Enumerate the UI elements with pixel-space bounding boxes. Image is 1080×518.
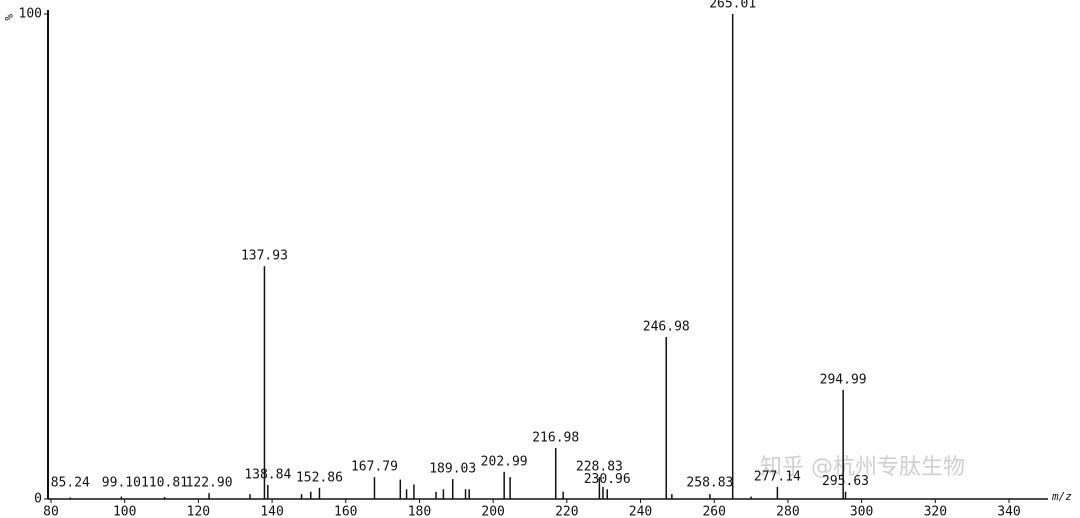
x-tick-label: 280: [776, 505, 799, 518]
peak-label: 138.84: [244, 467, 291, 482]
peak-label: 230.96: [584, 472, 631, 487]
x-axis-label: m/z: [1051, 490, 1072, 503]
peak-label: 152.86: [296, 470, 343, 485]
peak-label: 110.81: [141, 476, 188, 491]
x-tick-label: 340: [997, 505, 1020, 518]
peak-label: 85.24: [51, 476, 90, 491]
x-tick-label: 120: [187, 505, 210, 518]
x-tick-label: 100: [113, 505, 136, 518]
watermark: 知乎 @杭州专肽生物: [760, 455, 965, 480]
x-tick-label: 220: [555, 505, 578, 518]
x-tick-label: 180: [408, 505, 431, 518]
x-tick-label: 260: [702, 505, 725, 518]
peak-label: 277.14: [754, 469, 801, 484]
x-tick-label: 140: [260, 505, 283, 518]
peak-label: 246.98: [643, 320, 690, 335]
x-tick-label: 160: [334, 505, 357, 518]
x-tick-label: 300: [850, 505, 873, 518]
peak-label: 202.99: [481, 454, 528, 469]
peak-label: 228.83: [576, 460, 623, 475]
x-tick-label: 80: [43, 505, 59, 518]
x-tick-label: 240: [629, 505, 652, 518]
peak-label: 122.90: [186, 476, 233, 491]
peak-label: 294.99: [820, 372, 867, 387]
x-tick-label: 320: [924, 505, 947, 518]
peak-label: 99.10: [102, 476, 141, 491]
peak-label: 167.79: [351, 460, 398, 475]
y-tick-label: 100: [19, 7, 42, 22]
y-tick-label: 0: [34, 492, 42, 507]
peak-label: 265.01: [709, 0, 756, 12]
peak-label: 216.98: [532, 431, 579, 446]
peak-label: 295.63: [822, 474, 869, 489]
x-tick-label: 200: [481, 505, 504, 518]
peak-label: 137.93: [241, 249, 288, 264]
peak-label: 189.03: [429, 462, 476, 477]
y-axis-label: %: [2, 14, 15, 21]
peak-label: 258.83: [686, 476, 733, 491]
